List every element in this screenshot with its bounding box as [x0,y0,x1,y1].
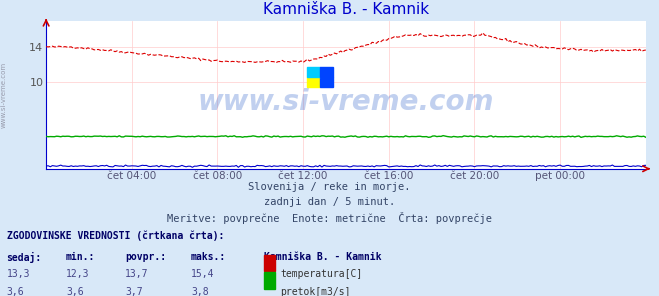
Text: 3,6: 3,6 [7,287,24,296]
Text: Meritve: povprečne  Enote: metrične  Črta: povprečje: Meritve: povprečne Enote: metrične Črta:… [167,212,492,224]
Text: ZGODOVINSKE VREDNOSTI (črtkana črta):: ZGODOVINSKE VREDNOSTI (črtkana črta): [7,231,224,241]
Bar [320,67,333,77]
Text: sedaj:: sedaj: [7,252,42,263]
Text: povpr.:: povpr.: [125,252,166,262]
Text: 15,4: 15,4 [191,269,215,279]
Text: 12,3: 12,3 [66,269,90,279]
Bar [307,77,320,87]
Text: 13,7: 13,7 [125,269,149,279]
Text: maks.:: maks.: [191,252,226,262]
Text: Slovenija / reke in morje.: Slovenija / reke in morje. [248,182,411,192]
Text: 3,6: 3,6 [66,287,84,296]
Text: 3,8: 3,8 [191,287,209,296]
Bar [307,67,320,77]
Text: Kamniška B. - Kamnik: Kamniška B. - Kamnik [264,252,381,262]
Text: pretok[m3/s]: pretok[m3/s] [280,287,351,296]
Text: 3,7: 3,7 [125,287,143,296]
Text: temperatura[C]: temperatura[C] [280,269,362,279]
Title: Kamniška B. - Kamnik: Kamniška B. - Kamnik [263,2,429,17]
Text: www.si-vreme.com: www.si-vreme.com [0,62,7,128]
Bar [320,77,333,87]
Text: www.si-vreme.com: www.si-vreme.com [198,88,494,116]
Text: min.:: min.: [66,252,96,262]
Text: zadnji dan / 5 minut.: zadnji dan / 5 minut. [264,197,395,207]
Text: 13,3: 13,3 [7,269,30,279]
